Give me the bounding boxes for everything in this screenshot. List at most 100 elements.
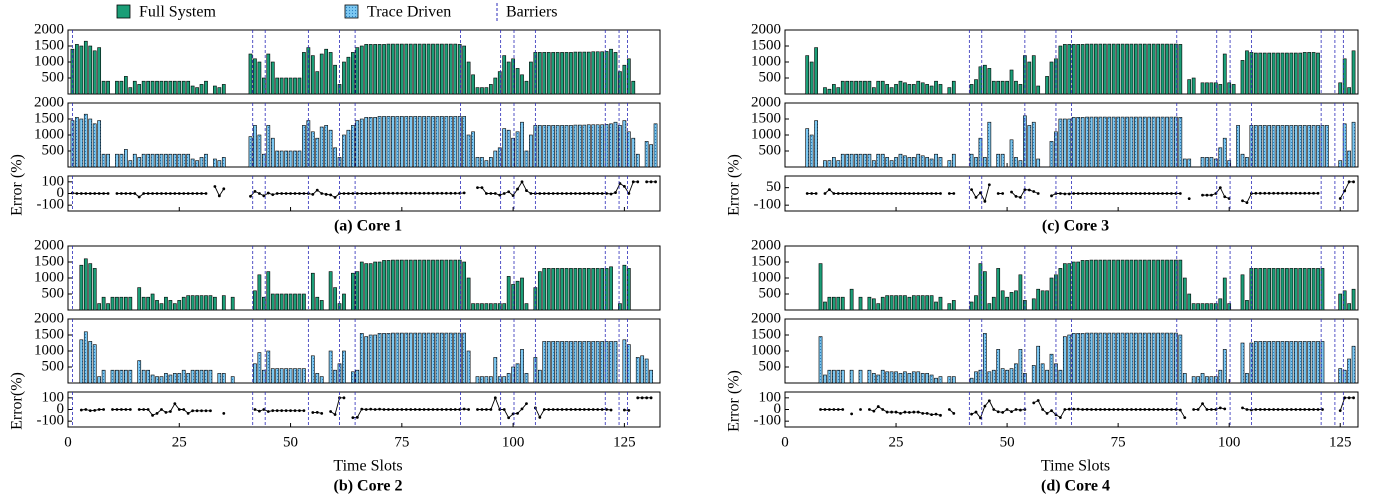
trace-bar xyxy=(1182,158,1187,168)
full-system-bar xyxy=(137,287,142,311)
full-system-bar xyxy=(1018,84,1023,95)
full-system-bar xyxy=(480,87,484,95)
full-system-bar xyxy=(391,43,395,95)
full-system-bar xyxy=(863,80,867,95)
trace-bar xyxy=(529,134,533,168)
trace-bar xyxy=(115,369,119,384)
trace-bar xyxy=(342,134,346,168)
y2-tick-label: 0 xyxy=(57,401,65,417)
trace-bar xyxy=(506,129,511,168)
trace-bar xyxy=(328,129,333,168)
trace-bar xyxy=(391,332,395,384)
full-system-bar xyxy=(302,293,306,311)
trace-bar xyxy=(333,147,337,168)
trace-bar xyxy=(1289,341,1294,384)
full-system-bar xyxy=(1040,290,1045,311)
full-system-bar xyxy=(266,271,271,311)
y-tick-label: 2000 xyxy=(751,310,781,326)
full-system-bar xyxy=(181,80,186,95)
full-system-bar xyxy=(248,53,253,95)
full-system-bar xyxy=(181,296,186,311)
trace-bar xyxy=(440,116,444,168)
trace-bar xyxy=(186,373,191,384)
full-system-bar xyxy=(1196,303,1200,311)
trace-bar xyxy=(190,369,195,384)
trace-bar xyxy=(1249,342,1254,384)
full-system-bar xyxy=(293,293,297,311)
trace-bar xyxy=(618,125,622,168)
trace-bar xyxy=(199,157,204,168)
trace-bar xyxy=(448,116,453,168)
trace-bar xyxy=(275,150,280,168)
trace-bar xyxy=(377,116,382,168)
trace-bar xyxy=(279,150,284,168)
caption: (d) Core 4 xyxy=(1041,478,1110,495)
trace-bar xyxy=(903,371,907,384)
full-system-bar xyxy=(1067,44,1072,95)
trace-bar xyxy=(586,124,591,168)
full-system-bar xyxy=(1049,61,1054,95)
trace-bar xyxy=(164,373,168,384)
full-system-bar xyxy=(1160,43,1165,95)
full-system-bar xyxy=(1111,43,1116,95)
full-system-bar xyxy=(351,52,355,95)
trace-bar xyxy=(1209,376,1214,384)
full-system-bar xyxy=(898,80,903,95)
trace-bar xyxy=(622,120,627,168)
full-system-bar xyxy=(83,40,88,95)
full-system-bar xyxy=(1293,268,1298,311)
trace-bar xyxy=(413,116,418,168)
trace-bar xyxy=(391,116,395,168)
trace-bar xyxy=(920,155,925,168)
full-system-bar xyxy=(560,52,564,95)
y-tick-label: 1500 xyxy=(34,110,64,126)
full-system-bar xyxy=(560,268,564,311)
full-system-bar xyxy=(1307,52,1311,95)
full-system-bar xyxy=(1138,259,1143,311)
trace-bar xyxy=(827,369,832,384)
error-line xyxy=(72,182,655,198)
y-tick-label: 1000 xyxy=(751,269,781,285)
full-system-bar xyxy=(1076,261,1081,311)
full-system-bar xyxy=(591,51,596,95)
full-system-bar xyxy=(257,61,262,95)
full-system-bar xyxy=(471,74,475,95)
full-system-bar xyxy=(609,266,613,311)
trace-bar xyxy=(217,373,222,384)
trace-bar xyxy=(471,131,475,168)
trace-bar xyxy=(1311,341,1316,384)
full-system-bar xyxy=(328,271,333,311)
trace-bar xyxy=(146,153,150,168)
legend-swatch xyxy=(344,4,359,19)
full-system-bar xyxy=(177,300,182,311)
trace-bar xyxy=(1116,116,1120,168)
trace-bar xyxy=(898,373,903,384)
full-system-bar xyxy=(1293,52,1298,95)
full-system-bar xyxy=(1245,300,1249,311)
full-system-bar xyxy=(1169,259,1174,311)
full-system-bar xyxy=(359,261,364,311)
y-tick-label: 500 xyxy=(42,285,65,301)
trace-bar xyxy=(1085,332,1089,384)
full-system-bar xyxy=(475,87,480,95)
full-system-bar xyxy=(1138,43,1143,95)
full-system-bar xyxy=(462,261,467,311)
trace-bar xyxy=(987,121,992,168)
trace-bar xyxy=(328,350,333,384)
trace-bar xyxy=(827,160,832,168)
full-system-bar xyxy=(1227,82,1232,95)
full-system-bar xyxy=(204,80,208,95)
full-system-bar xyxy=(618,303,622,311)
trace-bar xyxy=(488,376,493,384)
trace-bar xyxy=(1240,342,1245,384)
trace-bar xyxy=(364,336,369,384)
trace-bar xyxy=(115,153,119,168)
trace-bar xyxy=(1258,125,1263,168)
trace-bar xyxy=(150,374,155,384)
full-system-bar xyxy=(1218,84,1223,95)
full-system-bar xyxy=(426,259,431,311)
trace-bar xyxy=(1320,341,1325,384)
trace-bar xyxy=(221,373,226,384)
full-system-bar xyxy=(987,68,992,95)
trace-bar xyxy=(1085,116,1089,168)
